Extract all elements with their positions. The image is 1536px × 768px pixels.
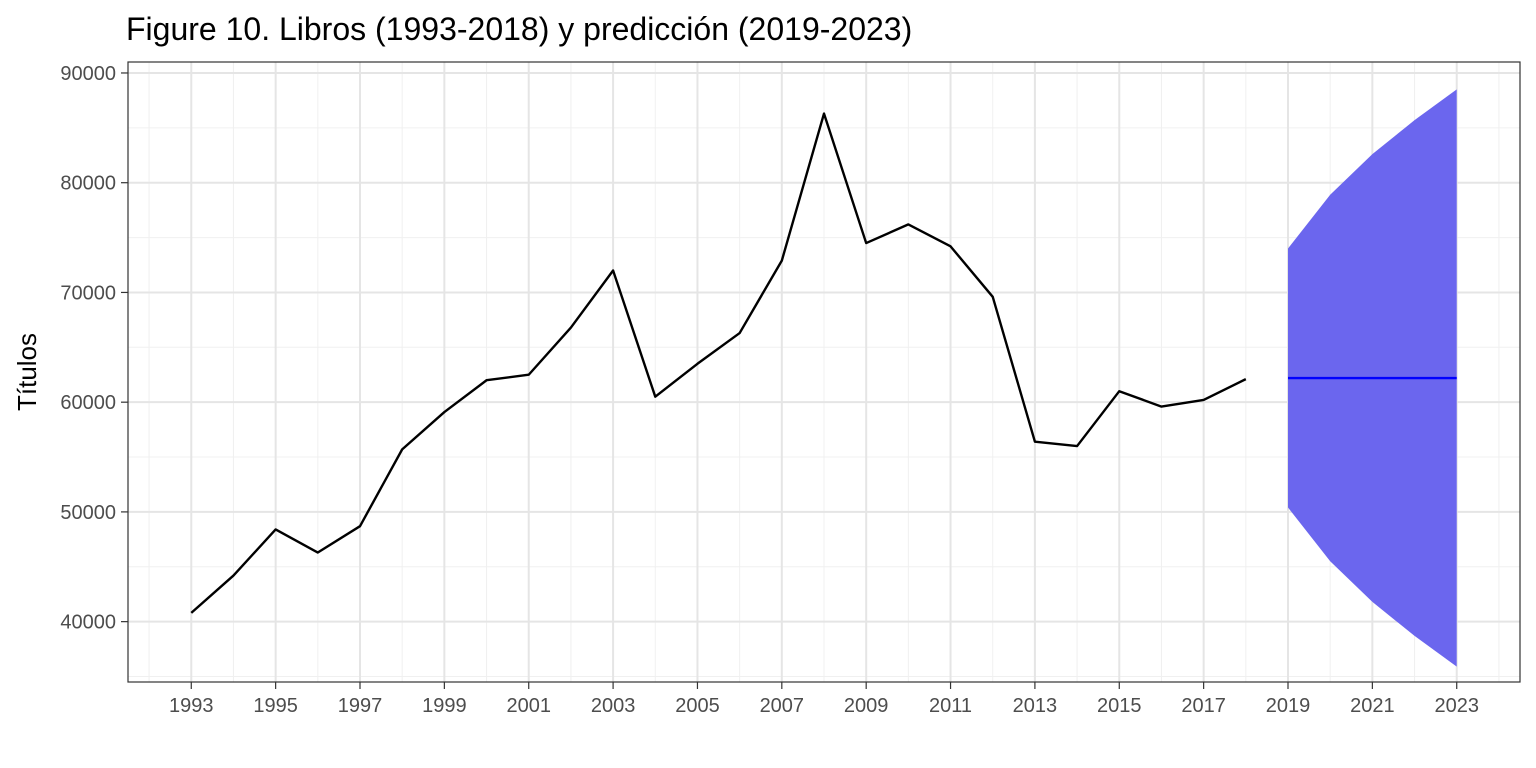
- x-tick-label: 2009: [844, 695, 889, 717]
- y-tick-label: 70000: [60, 282, 116, 304]
- x-axis-ticks: 1993 1995 1997 1999 2001 2003 2005 2007 2009 2011…: [169, 682, 1479, 717]
- x-tick-label: 2021: [1350, 695, 1395, 717]
- x-tick-label: 2011: [929, 695, 972, 717]
- x-tick-label: 2017: [1181, 695, 1226, 717]
- historical-series-line: [190, 112, 1247, 614]
- x-tick-label: 2001: [506, 695, 551, 717]
- x-tick-label: 2015: [1097, 695, 1142, 717]
- y-axis-ticks: 40000 50000 60000 70000 80000 90000: [60, 63, 128, 634]
- y-tick-label: 40000: [60, 612, 116, 634]
- x-tick-label: 2013: [1013, 695, 1058, 717]
- x-tick-label: 1997: [338, 695, 383, 717]
- x-tick-label: 1995: [253, 695, 298, 717]
- y-tick-label: 90000: [60, 63, 116, 85]
- x-tick-label: 2007: [760, 695, 805, 717]
- x-tick-label: 2003: [591, 695, 636, 717]
- x-tick-label: 1999: [422, 695, 467, 717]
- x-tick-label: 2019: [1266, 695, 1311, 717]
- y-tick-label: 60000: [60, 392, 116, 414]
- chart-title: Figure 10. Libros (1993-2018) y predicci…: [126, 11, 912, 47]
- x-tick-label: 1993: [169, 695, 214, 717]
- y-tick-label: 50000: [60, 502, 116, 524]
- x-tick-label: 2023: [1434, 695, 1479, 717]
- y-axis-label: Títulos: [12, 333, 42, 411]
- y-tick-label: 80000: [60, 173, 116, 195]
- x-tick-label: 2005: [675, 695, 720, 717]
- plot-panel-border: [127, 61, 1521, 683]
- series-lines: [190, 112, 1457, 614]
